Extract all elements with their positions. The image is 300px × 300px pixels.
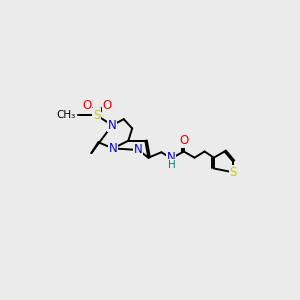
Text: N: N xyxy=(109,142,117,155)
Text: O: O xyxy=(179,134,188,147)
Text: H: H xyxy=(168,160,175,170)
Text: O: O xyxy=(82,99,92,112)
Text: CH₃: CH₃ xyxy=(56,110,75,120)
Text: N: N xyxy=(167,151,176,164)
Text: S: S xyxy=(93,109,100,122)
Text: N: N xyxy=(108,119,116,132)
Text: N: N xyxy=(134,143,143,157)
Text: O: O xyxy=(102,99,111,112)
Text: S: S xyxy=(230,166,237,179)
